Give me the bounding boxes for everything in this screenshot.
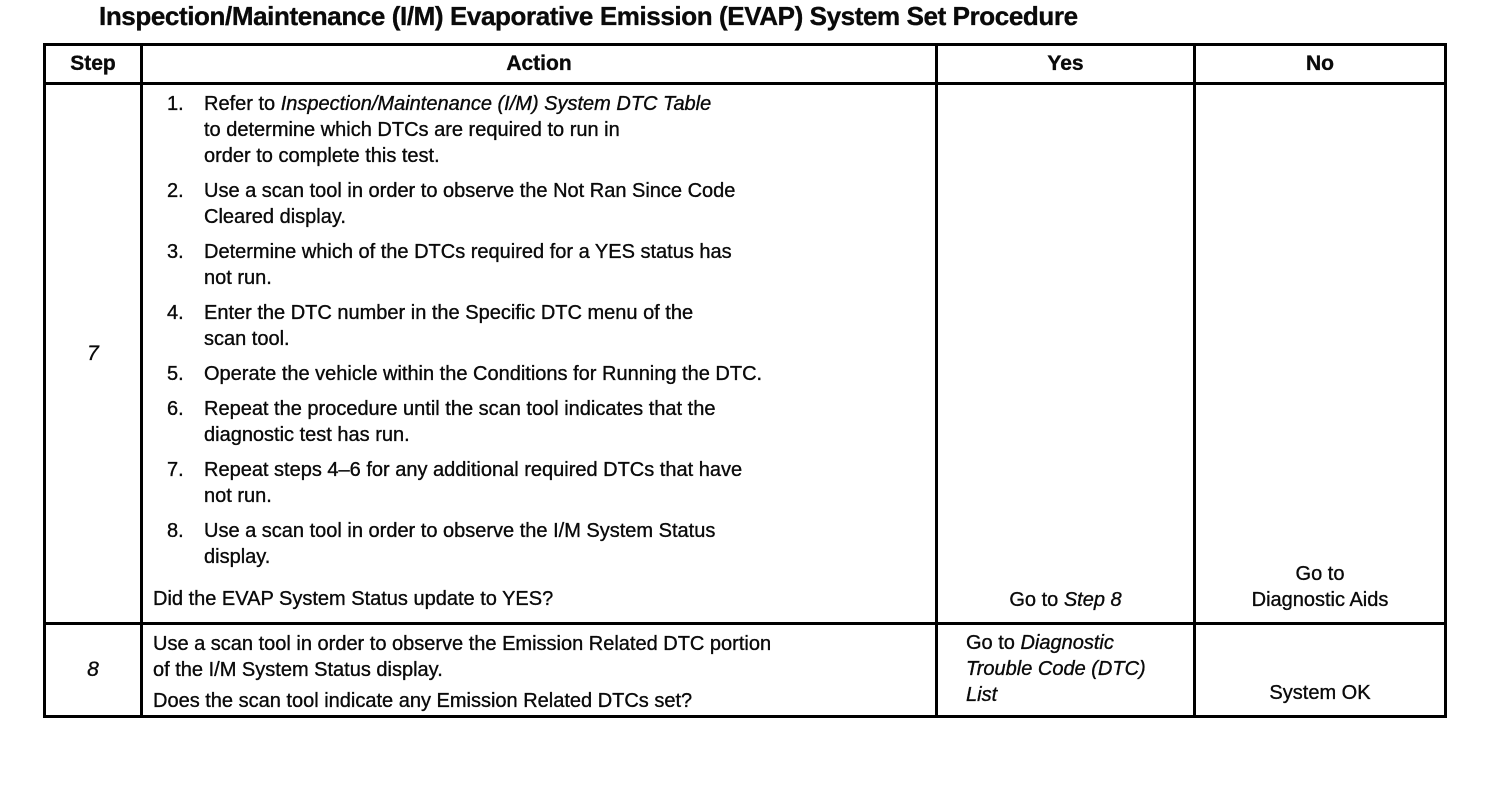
list-number: 8.: [167, 520, 184, 542]
page-title: Inspection/Maintenance (I/M) Evaporative…: [99, 1, 1078, 31]
list-number: 2.: [167, 180, 184, 202]
action-paragraph: Use a scan tool in order to observe the …: [153, 633, 772, 681]
col-header-yes: Yes: [938, 46, 1193, 82]
step-7-action-cell: 1. Refer to Inspection/Maintenance (I/M)…: [143, 85, 935, 622]
list-number: 5.: [167, 363, 184, 385]
list-text: Enter the DTC number in the Specific DTC…: [204, 302, 694, 350]
step-7-yes-cell: Go to Step 8: [938, 85, 1193, 622]
italic-reference: Step 8: [1063, 589, 1122, 611]
list-number: 6.: [167, 398, 184, 420]
no-answer: System OK: [1269, 682, 1371, 704]
col-header-action: Action: [143, 46, 935, 82]
list-text: Repeat the procedure until the scan tool…: [204, 398, 716, 446]
procedure-table: Step Action Yes No 7 1. Refer to Inspect…: [43, 43, 1447, 718]
list-text: Use a scan tool in order to observe the …: [204, 180, 736, 228]
yes-answer: Go to: [966, 632, 1021, 654]
list-item-8: 8. Use a scan tool in order to observe t…: [167, 518, 927, 570]
list-item-4: 4. Enter the DTC number in the Specific …: [167, 300, 927, 352]
list-text: Operate the vehicle within the Condition…: [204, 363, 763, 385]
step-8-question: Does the scan tool indicate any Emission…: [153, 690, 693, 712]
col-header-step: Step: [46, 46, 140, 82]
list-item-7: 7. Repeat steps 4–6 for any additional r…: [167, 457, 927, 509]
list-text: Use a scan tool in order to observe the …: [204, 520, 716, 568]
list-item-3: 3. Determine which of the DTCs required …: [167, 239, 927, 291]
list-number: 4.: [167, 302, 184, 324]
action-steps-list: 1. Refer to Inspection/Maintenance (I/M)…: [153, 91, 927, 579]
yes-answer: Go to Step 8: [1009, 589, 1122, 611]
col-header-no: No: [1196, 46, 1444, 82]
step-8-yes-cell: Go to Diagnostic Trouble Code (DTC) List: [938, 625, 1193, 715]
italic-reference: Diagnostic Trouble Code (DTC) List: [966, 632, 1146, 706]
step-7-number: 7: [46, 85, 140, 622]
list-item-5: 5. Operate the vehicle within the Condit…: [167, 361, 927, 387]
list-text: Determine which of the DTCs required for…: [204, 241, 732, 289]
step-8-no-cell: System OK: [1196, 625, 1444, 715]
list-item-2: 2. Use a scan tool in order to observe t…: [167, 178, 927, 230]
step-8-action-cell: Use a scan tool in order to observe the …: [143, 625, 935, 715]
list-text: Refer to Inspection/Maintenance (I/M) Sy…: [204, 93, 712, 167]
list-item-6: 6. Repeat the procedure until the scan t…: [167, 396, 927, 448]
step-8-number: 8: [46, 625, 140, 715]
italic-reference: Inspection/Maintenance (I/M) System DTC …: [280, 93, 712, 115]
step-7-question: Did the EVAP System Status update to YES…: [153, 588, 554, 610]
list-number: 1.: [167, 93, 184, 115]
list-item-1: 1. Refer to Inspection/Maintenance (I/M)…: [167, 91, 927, 169]
list-number: 7.: [167, 459, 184, 481]
step-7-no-cell: Go to Diagnostic Aids: [1196, 85, 1444, 622]
list-text: Repeat steps 4–6 for any additional requ…: [204, 459, 743, 507]
list-number: 3.: [167, 241, 184, 263]
no-answer: Go to Diagnostic Aids: [1251, 563, 1389, 611]
